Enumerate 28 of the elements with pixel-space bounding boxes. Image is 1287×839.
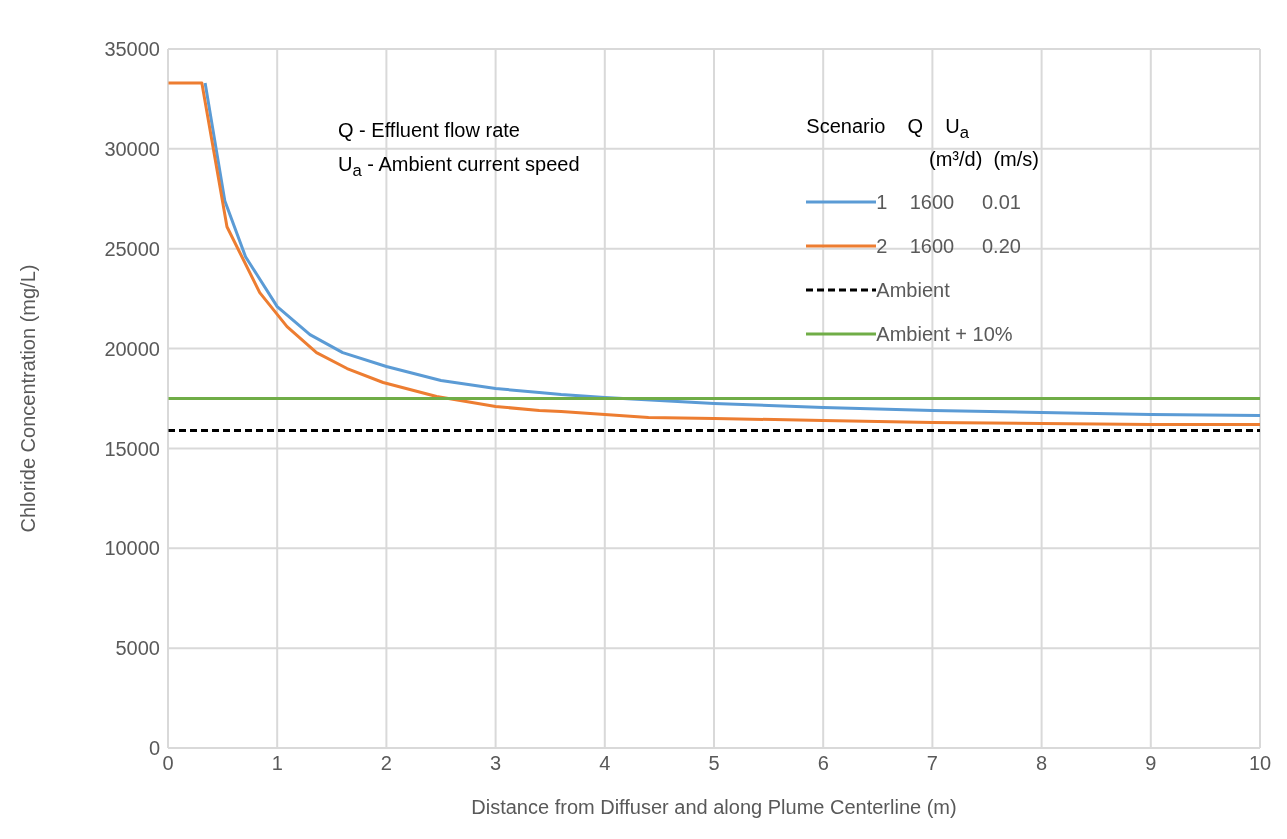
y-tick-label: 30000 <box>104 137 160 160</box>
legend-title: Scenario Q U$_{a}$ (m³/d) (m/s) <box>806 114 1039 172</box>
x-tick-label: 6 <box>817 752 829 775</box>
legend-label: Ambient <box>876 278 950 302</box>
x-tick-label: 9 <box>1145 752 1157 775</box>
x-tick-label: 3 <box>490 752 502 775</box>
x-tick-label: 1 <box>271 752 283 775</box>
y-tick-label: 20000 <box>104 337 160 360</box>
x-tick-label: 10 <box>1248 752 1272 775</box>
legend-label: 2 1600 0.20 <box>876 234 1021 258</box>
x-tick-label: 0 <box>162 752 174 775</box>
annotation: U$_{a}$ - Ambient current speed <box>338 152 580 182</box>
y-tick-label: 15000 <box>104 437 160 460</box>
x-tick-label: 8 <box>1036 752 1048 775</box>
legend-label: 1 1600 0.01 <box>876 190 1021 214</box>
x-tick-label: 4 <box>599 752 611 775</box>
y-axis-title: Chloride Concentration (mg/L) <box>17 264 40 533</box>
y-tick-label: 35000 <box>104 38 160 61</box>
annotation: Q - Effluent flow rate <box>338 118 521 143</box>
x-tick-label: 7 <box>926 752 938 775</box>
y-tick-label: 10000 <box>104 537 160 560</box>
y-tick-label: 0 <box>148 737 160 760</box>
x-tick-label: 5 <box>708 752 720 775</box>
y-tick-label: 5000 <box>115 637 160 660</box>
x-axis-title: Distance from Diffuser and along Plume Centerline (m) <box>471 796 957 818</box>
y-tick-label: 25000 <box>104 237 160 260</box>
x-tick-label: 2 <box>380 752 392 775</box>
legend-label: Ambient + 10% <box>876 322 1013 346</box>
